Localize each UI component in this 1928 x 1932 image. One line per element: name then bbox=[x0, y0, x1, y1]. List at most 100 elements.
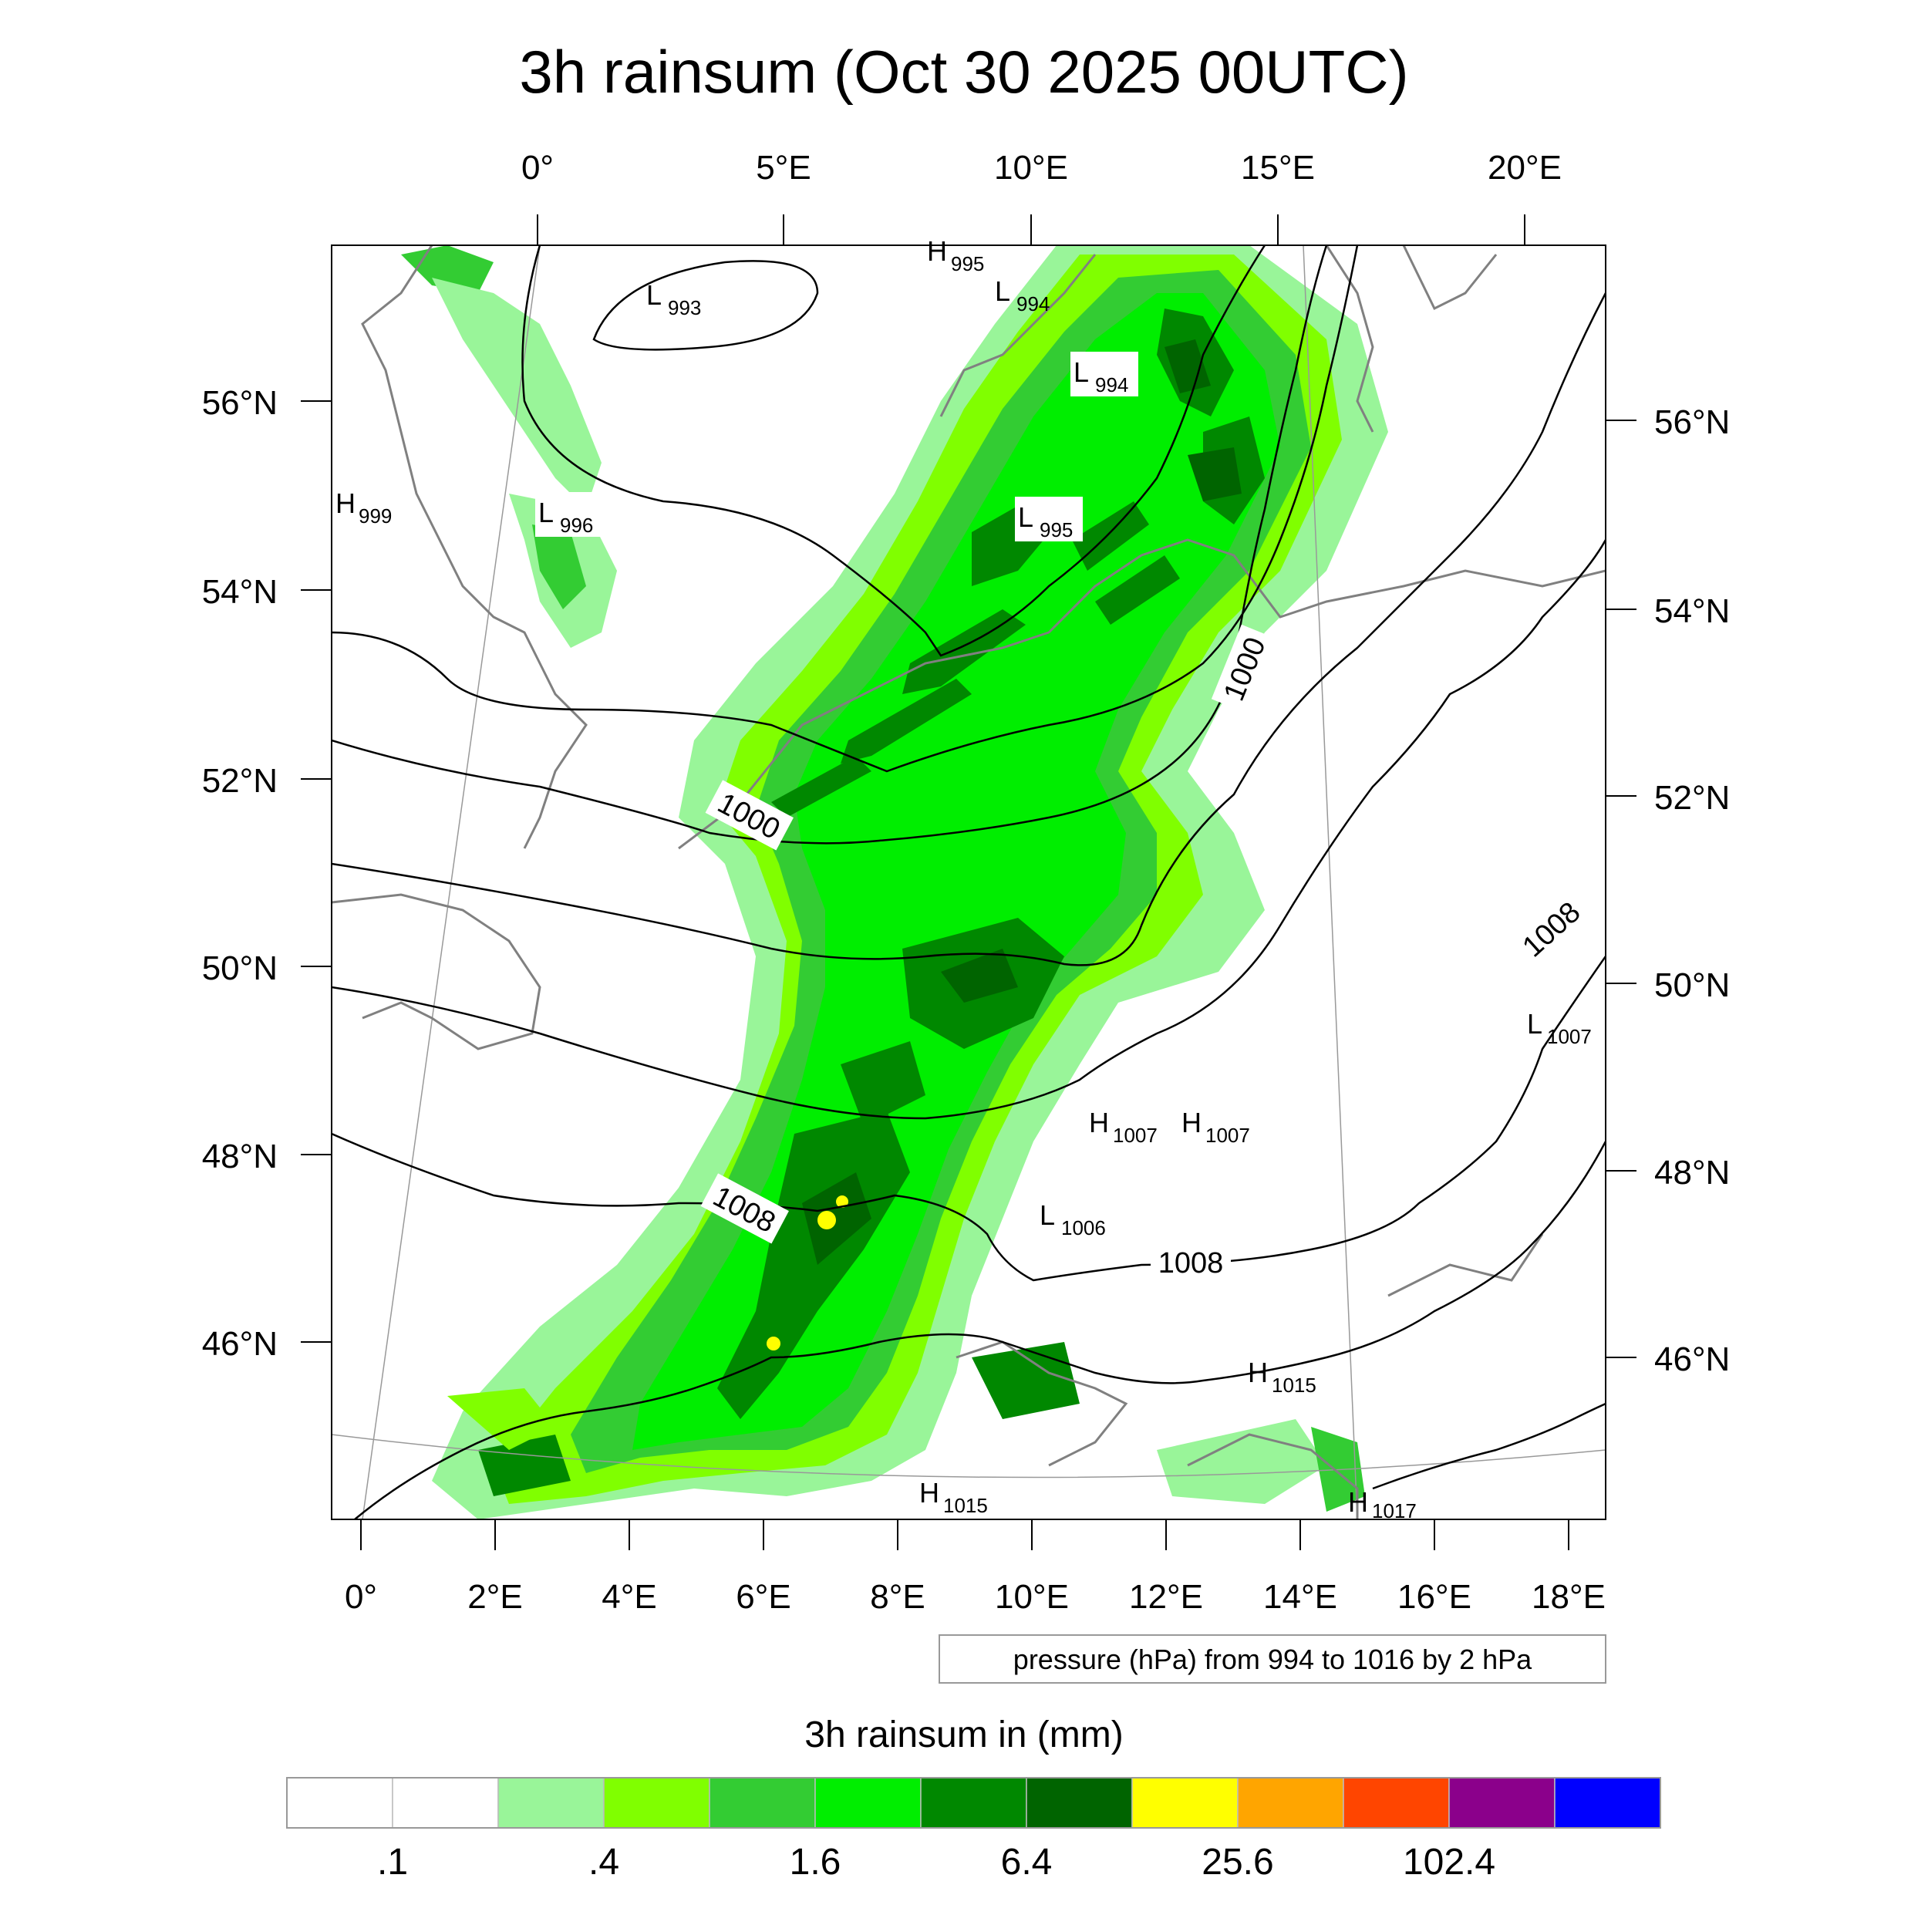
isobars bbox=[332, 245, 1606, 1519]
bottom-longitude-labels: 0° 2°E 4°E 6°E 8°E 10°E 12°E 14°E 16°E 1… bbox=[345, 1578, 1606, 1616]
svg-text:1007: 1007 bbox=[1547, 1025, 1592, 1048]
svg-text:L: L bbox=[1074, 356, 1089, 388]
lon-label: 10°E bbox=[994, 149, 1068, 187]
lat-label: 48°N bbox=[202, 1138, 278, 1175]
svg-text:994: 994 bbox=[1095, 373, 1128, 396]
precip-streak bbox=[802, 1172, 871, 1265]
colorbar-swatch bbox=[1343, 1777, 1450, 1829]
map-frame bbox=[331, 244, 1606, 1520]
svg-text:993: 993 bbox=[668, 296, 701, 319]
lat-label: 54°N bbox=[1654, 592, 1730, 630]
graticule bbox=[332, 245, 1606, 1519]
lat-label: 46°N bbox=[202, 1325, 278, 1363]
pressure-center-low: L 994 bbox=[995, 275, 1050, 315]
lat-label: 50°N bbox=[1654, 966, 1730, 1004]
pressure-center-low: L 1006 bbox=[1040, 1199, 1106, 1239]
isobar bbox=[332, 292, 1606, 966]
left-latitude-labels: 56°N 54°N 52°N 50°N 48°N 46°N bbox=[202, 384, 278, 1363]
coastlines bbox=[332, 245, 1606, 1519]
colorbar-labels: .1 .4 1.6 6.4 25.6 102.4 bbox=[377, 1842, 1495, 1883]
lat-label: 56°N bbox=[1654, 403, 1730, 441]
meridian-line bbox=[362, 245, 541, 1519]
coastline bbox=[332, 893, 541, 1050]
pressure-center-high: H 1007 bbox=[1089, 1107, 1158, 1147]
svg-text:995: 995 bbox=[951, 252, 984, 275]
precip-streak bbox=[478, 1435, 571, 1496]
right-latitude-labels: 56°N 54°N 52°N 50°N 48°N 46°N bbox=[1654, 403, 1730, 1378]
pressure-center-low: L 996 bbox=[535, 492, 603, 537]
precip-streak bbox=[841, 679, 972, 764]
isobar-label: 1008 bbox=[1151, 1243, 1231, 1280]
meridian-line bbox=[1303, 245, 1358, 1519]
precip-spot bbox=[836, 1195, 848, 1208]
map-title: 3h rainsum (Oct 30 2025 00UTC) bbox=[519, 38, 1408, 106]
colorbar-swatch bbox=[392, 1777, 499, 1829]
colorbar-swatch bbox=[814, 1777, 922, 1829]
colorbar-swatch bbox=[920, 1777, 1027, 1829]
precip-streak bbox=[717, 1111, 910, 1419]
svg-text:1007: 1007 bbox=[1205, 1124, 1250, 1147]
coastline bbox=[1402, 245, 1498, 311]
svg-text:1006: 1006 bbox=[1061, 1216, 1106, 1239]
colorbar-swatch bbox=[497, 1777, 605, 1829]
lon-label: 0° bbox=[345, 1578, 377, 1616]
isobar bbox=[332, 245, 1359, 773]
contour-info-text: pressure (hPa) from 994 to 1016 by 2 hPa bbox=[1013, 1644, 1532, 1675]
lon-label: 16°E bbox=[1397, 1578, 1471, 1616]
lat-label: 56°N bbox=[202, 384, 278, 422]
colorbar-frame bbox=[286, 1777, 1661, 1829]
pressure-center-low: L 995 bbox=[1015, 497, 1083, 541]
colorbar-title: 3h rainsum in (mm) bbox=[804, 1715, 1123, 1755]
top-longitude-labels: 0° 5°E 10°E 15°E 20°E bbox=[521, 149, 1562, 187]
colorbar-label: 102.4 bbox=[1403, 1842, 1495, 1883]
colorbar-swatch bbox=[1131, 1777, 1239, 1829]
lon-label: 2°E bbox=[467, 1578, 522, 1616]
colorbar bbox=[286, 1777, 1661, 1829]
svg-text:H: H bbox=[1181, 1107, 1202, 1138]
precip-streak bbox=[1095, 555, 1180, 625]
colorbar-label: 1.6 bbox=[790, 1842, 841, 1883]
precip-streak bbox=[1165, 339, 1211, 393]
pressure-center-high: H 995 bbox=[927, 235, 984, 275]
svg-text:996: 996 bbox=[560, 514, 593, 537]
pressure-center-high: H 1015 bbox=[919, 1477, 988, 1517]
lat-label: 52°N bbox=[202, 762, 278, 800]
precip-streak bbox=[771, 756, 871, 818]
isobar bbox=[592, 260, 819, 351]
pressure-center-high: H 1015 bbox=[1248, 1357, 1316, 1397]
lon-label: 8°E bbox=[870, 1578, 925, 1616]
svg-text:994: 994 bbox=[1016, 292, 1050, 315]
precip-streak bbox=[972, 1342, 1080, 1419]
svg-text:995: 995 bbox=[1040, 518, 1073, 541]
colorbar-swatch bbox=[1237, 1777, 1344, 1829]
svg-text:L: L bbox=[995, 275, 1010, 307]
svg-text:L: L bbox=[646, 279, 662, 311]
precip-patch bbox=[532, 524, 586, 609]
precip-spot bbox=[767, 1337, 780, 1350]
isobar bbox=[521, 245, 1266, 657]
svg-text:H: H bbox=[1248, 1357, 1268, 1388]
lon-label: 0° bbox=[521, 149, 554, 187]
lat-label: 48°N bbox=[1654, 1154, 1730, 1192]
svg-text:L: L bbox=[1527, 1008, 1542, 1040]
map-area: L 993 H 995 L 994 L 994 H 999 L 996 L 995 L 1007… bbox=[331, 235, 1606, 1522]
svg-text:1015: 1015 bbox=[1272, 1374, 1316, 1397]
contour-info-box: pressure (hPa) from 994 to 1016 by 2 hPa bbox=[939, 1634, 1606, 1684]
coastline bbox=[1187, 1433, 1359, 1519]
svg-text:H: H bbox=[335, 487, 356, 519]
lon-label: 6°E bbox=[736, 1578, 790, 1616]
precip-patch bbox=[447, 1388, 555, 1450]
isobar bbox=[1372, 1402, 1606, 1490]
colorbar-label: 25.6 bbox=[1202, 1842, 1273, 1883]
parallel-line bbox=[332, 1434, 1606, 1479]
lon-label: 15°E bbox=[1241, 149, 1315, 187]
coastline bbox=[939, 254, 1097, 417]
isobar bbox=[354, 1141, 1606, 1519]
isobar bbox=[332, 956, 1606, 1282]
pressure-center-high: H 999 bbox=[335, 487, 392, 528]
colorbar-label: .1 bbox=[377, 1842, 408, 1883]
svg-text:1015: 1015 bbox=[943, 1494, 988, 1517]
lon-label: 5°E bbox=[756, 149, 811, 187]
